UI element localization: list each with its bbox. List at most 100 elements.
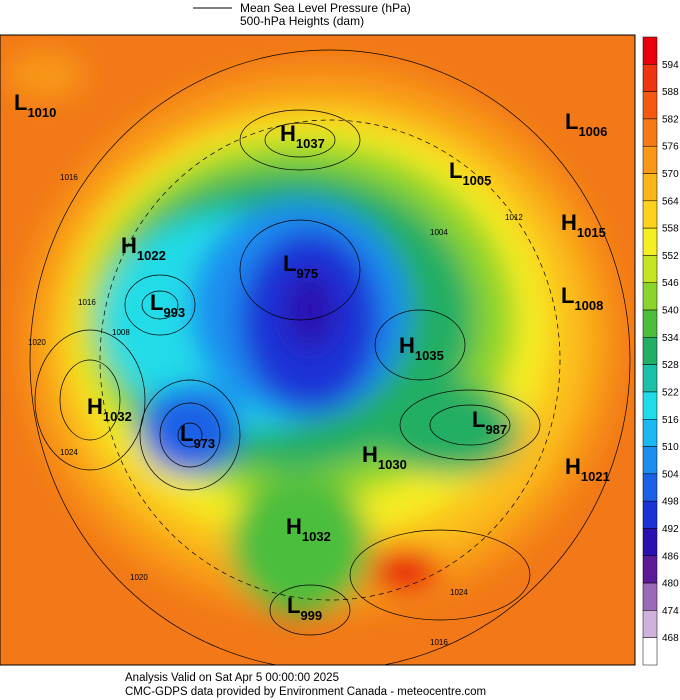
- center-value: 1021: [581, 469, 610, 484]
- center-kind: H: [280, 121, 296, 146]
- center-value: 1015: [577, 225, 606, 240]
- pressure-center: L975: [283, 251, 318, 281]
- colorbar-label: 504: [662, 469, 679, 480]
- center-value: 1032: [103, 409, 132, 424]
- colorbar-label: 474: [662, 606, 679, 617]
- pressure-center: L993: [150, 290, 185, 320]
- pressure-center: H1037: [280, 121, 325, 151]
- colorbar-label: 528: [662, 360, 679, 371]
- colorbar-label: 588: [662, 87, 679, 98]
- colorbar-label: 564: [662, 196, 679, 207]
- center-value: 1035: [415, 348, 444, 363]
- pressure-center: H1032: [286, 514, 331, 544]
- colorbar-label: 540: [662, 306, 679, 317]
- colorbar: 594 588 582 576 570 564 558 552 546 540 534 528 522 5…: [642, 36, 679, 666]
- colorbar-label: 498: [662, 497, 679, 508]
- center-value: 987: [485, 422, 507, 437]
- center-kind: H: [565, 454, 581, 479]
- colorbar-label: 582: [662, 114, 679, 125]
- center-kind: H: [121, 233, 137, 258]
- contour-label: 1020: [28, 338, 46, 347]
- colorbar-label: 516: [662, 415, 679, 426]
- fill-legend: 500-hPa Heights (dam): [240, 14, 364, 28]
- colorbar-label: 534: [662, 333, 679, 344]
- center-kind: L: [283, 251, 296, 276]
- colorbar-band: [642, 282, 658, 311]
- pressure-center: L999: [287, 593, 322, 623]
- colorbar-band: [642, 173, 658, 202]
- colorbar-band: [642, 309, 658, 338]
- center-kind: L: [565, 109, 578, 134]
- colorbar-band: [642, 36, 658, 65]
- center-value: 1008: [574, 298, 603, 313]
- center-value: 1032: [302, 529, 331, 544]
- center-kind: L: [180, 421, 193, 446]
- contour-label: 1008: [112, 328, 130, 337]
- center-kind: L: [150, 290, 163, 315]
- pressure-center: H1021: [565, 454, 610, 484]
- colorbar-label: 480: [662, 579, 679, 590]
- center-kind: H: [399, 333, 415, 358]
- footer-line2: CMC-GDPS data provided by Environment Ca…: [125, 686, 486, 698]
- center-kind: H: [87, 394, 103, 419]
- contour-label: 1024: [60, 448, 78, 457]
- colorbar-band: [642, 200, 658, 229]
- center-value: 1037: [296, 136, 325, 151]
- colorbar-band: [642, 446, 658, 475]
- pressure-center: L1010: [14, 90, 56, 120]
- pressure-center: L1008: [561, 283, 603, 313]
- line-legend: Mean Sea Level Pressure (hPa): [240, 1, 411, 15]
- pressure-center: L1005: [449, 158, 491, 188]
- center-value: 993: [163, 305, 185, 320]
- colorbar-band: [642, 391, 658, 420]
- colorbar-label: 552: [662, 251, 679, 262]
- colorbar-label: 492: [662, 524, 679, 535]
- colorbar-band: [642, 582, 658, 611]
- center-value: 999: [300, 608, 322, 623]
- contour-label: 1012: [505, 213, 523, 222]
- center-value: 973: [193, 436, 215, 451]
- colorbar-band: [642, 610, 658, 638]
- contour-label: 1016: [60, 173, 78, 182]
- colorbar-band: [642, 500, 658, 529]
- colorbar-label: 486: [662, 551, 679, 562]
- center-kind: H: [362, 442, 378, 467]
- colorbar-band: [642, 555, 658, 584]
- pressure-center: H1030: [362, 442, 407, 472]
- contour-label: 1016: [78, 298, 96, 307]
- map-frame: [0, 34, 636, 666]
- center-kind: H: [286, 514, 302, 539]
- pressure-center: H1032: [87, 394, 132, 424]
- center-kind: L: [449, 158, 462, 183]
- colorbar-band: [642, 118, 658, 147]
- colorbar-label: 558: [662, 224, 679, 235]
- center-value: 1006: [578, 124, 607, 139]
- colorbar-band: [642, 419, 658, 447]
- colorbar-band: [642, 528, 658, 557]
- center-kind: L: [287, 593, 300, 618]
- center-kind: L: [14, 90, 27, 115]
- pressure-center: H1022: [121, 233, 166, 263]
- center-value: 1005: [462, 173, 491, 188]
- center-value: 975: [296, 266, 318, 281]
- center-value: 1010: [27, 105, 56, 120]
- colorbar-label: 468: [662, 633, 679, 644]
- center-value: 1022: [137, 248, 166, 263]
- colorbar-label: 522: [662, 387, 679, 398]
- colorbar-band: [642, 255, 658, 283]
- pressure-center: H1015: [561, 210, 606, 240]
- colorbar-band: [642, 145, 658, 174]
- colorbar-band: [642, 337, 658, 365]
- colorbar-label: 576: [662, 142, 679, 153]
- center-kind: L: [561, 283, 574, 308]
- contour-label: 1024: [450, 588, 468, 597]
- contour-label: 1004: [430, 228, 448, 237]
- pressure-center: L987: [472, 407, 507, 437]
- center-kind: L: [472, 407, 485, 432]
- map: [0, 35, 635, 665]
- footer-line1: Analysis Valid on Sat Apr 5 00:00:00 202…: [125, 672, 339, 684]
- center-kind: H: [561, 210, 577, 235]
